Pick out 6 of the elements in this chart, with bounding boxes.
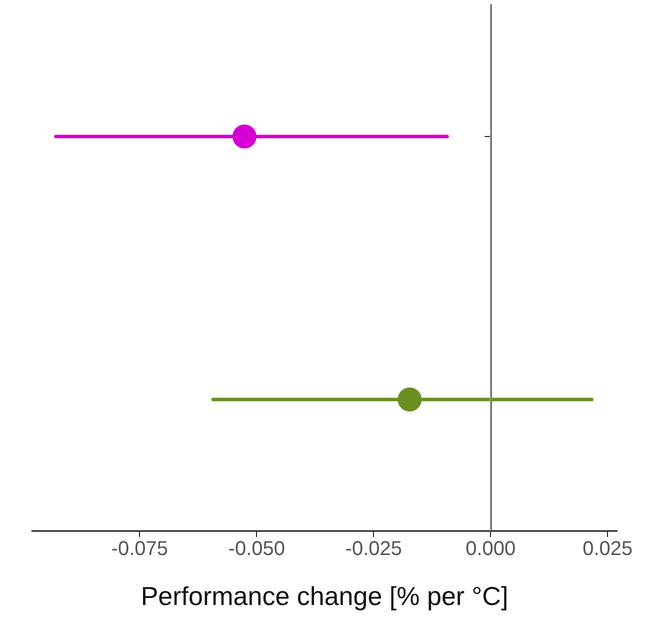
x-tick-label: -0.050 bbox=[228, 538, 285, 560]
x-axis-title: Performance change [% per °C] bbox=[140, 581, 508, 611]
x-tick-label: 0.000 bbox=[466, 538, 516, 560]
x-tick-label: -0.025 bbox=[345, 538, 402, 560]
x-tick-label: -0.075 bbox=[111, 538, 168, 560]
x-tick-label: 0.025 bbox=[582, 538, 633, 560]
